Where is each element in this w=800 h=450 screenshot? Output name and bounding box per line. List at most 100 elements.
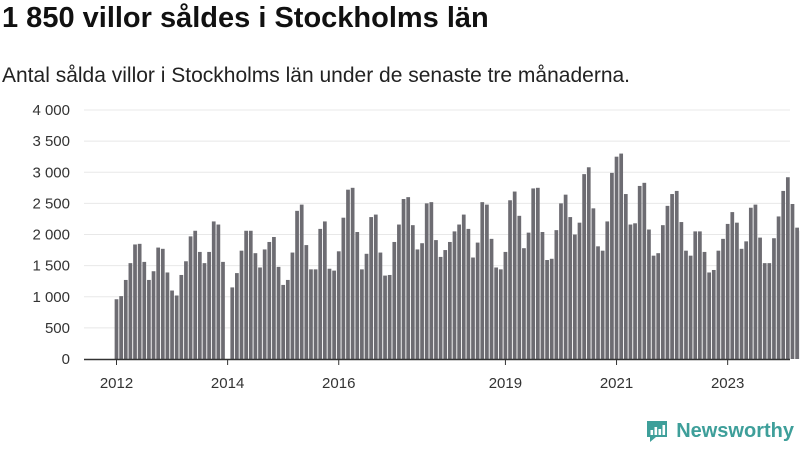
x-tick-label: 2012 <box>100 375 133 392</box>
bar <box>193 230 198 359</box>
bar <box>471 257 475 359</box>
bar <box>711 269 716 359</box>
bar <box>369 217 374 359</box>
bar <box>503 251 508 359</box>
bar <box>258 267 262 359</box>
newsworthy-logo-icon <box>647 421 668 442</box>
bar <box>600 250 605 359</box>
bar <box>730 212 735 359</box>
bar <box>485 204 489 359</box>
bar <box>290 252 295 359</box>
bar <box>248 230 253 359</box>
bar <box>184 261 188 359</box>
bar <box>660 225 665 359</box>
bar <box>429 202 434 359</box>
bar <box>244 230 249 359</box>
x-tick-label: 2021 <box>600 375 633 392</box>
bar <box>494 267 499 359</box>
bar <box>387 274 392 359</box>
bar <box>688 255 693 359</box>
bar <box>318 228 323 359</box>
bar <box>197 251 202 359</box>
bar <box>179 274 184 359</box>
bar <box>758 237 762 359</box>
bar <box>679 222 684 359</box>
brand-name: Newsworthy <box>676 419 794 442</box>
bar <box>767 263 772 359</box>
bar <box>563 194 568 359</box>
y-tick-label: 2 500 <box>32 195 70 212</box>
bar <box>716 250 721 359</box>
bar <box>355 232 360 359</box>
y-tick-label: 2 000 <box>32 227 70 244</box>
bar <box>401 199 406 359</box>
y-tick-label: 4 000 <box>32 102 70 119</box>
y-tick-label: 3 000 <box>32 164 70 181</box>
bar <box>392 241 397 359</box>
bar <box>378 252 383 359</box>
bar <box>211 221 216 359</box>
bar <box>285 279 290 359</box>
bar <box>785 177 790 359</box>
bar <box>188 236 193 359</box>
bar <box>577 222 582 359</box>
x-tick-label: 2014 <box>211 375 244 392</box>
bar <box>281 284 286 359</box>
bar <box>744 241 749 359</box>
bar <box>383 275 387 359</box>
bar <box>137 243 142 359</box>
bar <box>670 194 674 359</box>
bar <box>332 270 336 359</box>
bar <box>360 269 364 359</box>
y-tick-label: 1 500 <box>32 258 70 275</box>
bar <box>202 263 207 359</box>
bar <box>447 241 452 359</box>
bar <box>573 234 577 359</box>
bar <box>549 258 554 359</box>
bar <box>795 227 799 359</box>
bar <box>684 250 688 359</box>
bar <box>114 299 119 359</box>
bar <box>147 279 151 359</box>
bar <box>596 246 600 359</box>
bar <box>656 253 661 359</box>
bar <box>531 188 536 359</box>
bar <box>373 214 378 359</box>
bar <box>753 204 758 359</box>
bar <box>586 167 591 359</box>
bar <box>605 221 610 359</box>
bar <box>438 256 443 359</box>
bar <box>128 263 133 359</box>
bar <box>322 221 327 359</box>
bar <box>526 232 531 359</box>
bar <box>628 224 633 359</box>
bar <box>123 279 128 359</box>
bar <box>156 247 161 359</box>
bar <box>642 182 647 359</box>
bar <box>341 217 346 359</box>
bar <box>554 230 559 359</box>
bar <box>633 223 637 359</box>
bar <box>406 197 411 359</box>
bar <box>151 271 156 359</box>
x-tick-label: 2023 <box>711 375 744 392</box>
bar <box>647 229 651 359</box>
bar <box>591 208 596 359</box>
bar <box>142 261 147 359</box>
bar <box>230 287 235 359</box>
bar <box>707 272 712 359</box>
y-tick-label: 3 500 <box>32 133 70 150</box>
bar <box>637 185 642 359</box>
bar <box>721 238 725 359</box>
bar <box>346 189 350 359</box>
bar <box>276 266 281 359</box>
bar <box>119 296 123 359</box>
bar <box>160 248 165 359</box>
bar <box>559 203 563 359</box>
bar <box>535 187 540 359</box>
bar <box>739 248 744 359</box>
bar <box>174 295 179 359</box>
bar <box>568 217 573 359</box>
bar <box>674 190 679 359</box>
bar <box>272 236 276 359</box>
